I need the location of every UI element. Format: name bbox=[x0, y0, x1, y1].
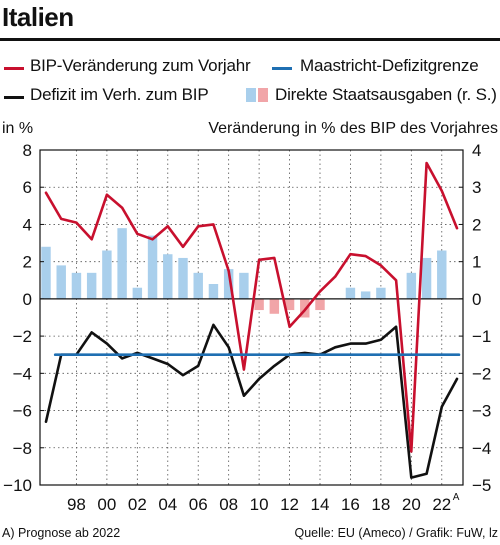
left-tick-label: 2 bbox=[23, 253, 32, 272]
left-tick-label: −4 bbox=[13, 364, 32, 383]
right-tick-label: 3 bbox=[472, 178, 481, 197]
bar-direct-spending bbox=[421, 257, 432, 299]
right-tick-label: 4 bbox=[472, 141, 481, 160]
bar-direct-spending bbox=[360, 291, 371, 299]
legend-label-spending: Direkte Staatsausgaben (r. S.) bbox=[275, 85, 497, 104]
x-tick-label: 12 bbox=[280, 495, 299, 514]
right-tick-label: −5 bbox=[472, 476, 491, 495]
x-tick-label: 16 bbox=[341, 495, 360, 514]
source-note: Quelle: EU (Ameco) / Grafik: FuW, lz bbox=[294, 526, 498, 540]
bar-direct-spending bbox=[102, 250, 112, 299]
bar-direct-spending bbox=[208, 284, 219, 299]
bar-direct-spending bbox=[345, 287, 356, 299]
x-tick-label: 98 bbox=[67, 495, 86, 514]
bar-direct-spending bbox=[269, 298, 280, 314]
right-tick-label: 0 bbox=[472, 290, 481, 309]
legend-label-deficit: Defizit im Verh. zum BIP bbox=[30, 85, 209, 104]
bar-direct-spending bbox=[376, 287, 386, 299]
bar-direct-spending bbox=[56, 265, 66, 299]
legend-swatch-gdp bbox=[4, 67, 24, 70]
left-tick-label: −8 bbox=[13, 439, 32, 458]
bar-direct-spending bbox=[223, 269, 234, 299]
legend-swatch-spending-pos bbox=[246, 88, 256, 102]
bar-direct-spending bbox=[315, 298, 325, 311]
right-tick-label: 1 bbox=[472, 253, 481, 272]
bar-direct-spending bbox=[178, 257, 188, 299]
right-tick-label: −2 bbox=[472, 364, 491, 383]
legend-swatch-spending-neg bbox=[258, 88, 268, 102]
bar-direct-spending bbox=[86, 272, 97, 299]
right-tick-label: −1 bbox=[472, 327, 491, 346]
legend-label-maastricht: Maastricht-Defizitgrenze bbox=[300, 56, 479, 75]
right-axis-caption: Veränderung in % des BIP des Vorjahres bbox=[208, 120, 498, 137]
series-line-gdp bbox=[44, 161, 459, 453]
left-tick-label: −6 bbox=[13, 402, 32, 421]
bar-direct-spending bbox=[254, 298, 264, 311]
left-axis-caption: in % bbox=[2, 120, 34, 137]
bar-direct-spending bbox=[147, 235, 158, 299]
x-tick-superscript: A bbox=[453, 492, 460, 503]
left-tick-label: 0 bbox=[23, 290, 32, 309]
x-tick-label: 14 bbox=[311, 495, 330, 514]
chart-title: Italien bbox=[2, 2, 74, 32]
left-tick-label: −2 bbox=[13, 327, 32, 346]
footnote: A) Prognose ab 2022 bbox=[2, 526, 121, 540]
x-tick-label: 08 bbox=[219, 495, 238, 514]
bar-direct-spending bbox=[406, 272, 417, 299]
left-tick-label: −10 bbox=[3, 476, 32, 495]
left-tick-label: 6 bbox=[23, 178, 32, 197]
x-tick-label: 22 bbox=[432, 495, 451, 514]
left-tick-label: 4 bbox=[23, 215, 32, 234]
bar-direct-spending bbox=[437, 250, 447, 299]
bar-direct-spending bbox=[284, 298, 295, 311]
bar-direct-spending bbox=[163, 254, 173, 299]
x-tick-label: 20 bbox=[402, 495, 421, 514]
title-rule bbox=[0, 38, 500, 41]
x-tick-label: 04 bbox=[158, 495, 177, 514]
left-tick-label: 8 bbox=[23, 141, 32, 160]
x-tick-label: 06 bbox=[189, 495, 208, 514]
bar-direct-spending bbox=[117, 228, 127, 299]
legend-swatch-maastricht bbox=[272, 67, 292, 70]
x-tick-label: 02 bbox=[128, 495, 147, 514]
bar-direct-spending bbox=[193, 272, 203, 299]
x-tick-label: 18 bbox=[371, 495, 390, 514]
x-tick-label: 00 bbox=[97, 495, 116, 514]
right-tick-label: −3 bbox=[472, 402, 491, 421]
series-line-deficit bbox=[44, 323, 459, 479]
plot-frame bbox=[39, 149, 464, 486]
right-tick-label: 2 bbox=[472, 215, 481, 234]
x-tick-label: 10 bbox=[250, 495, 269, 514]
legend-swatch-deficit bbox=[4, 96, 24, 99]
bar-direct-spending bbox=[41, 246, 51, 299]
right-tick-label: −4 bbox=[472, 439, 491, 458]
bar-direct-spending bbox=[239, 272, 249, 299]
bar-direct-spending bbox=[132, 287, 143, 299]
legend-label-gdp: BIP-Veränderung zum Vorjahr bbox=[30, 56, 251, 75]
bar-direct-spending bbox=[71, 272, 82, 299]
